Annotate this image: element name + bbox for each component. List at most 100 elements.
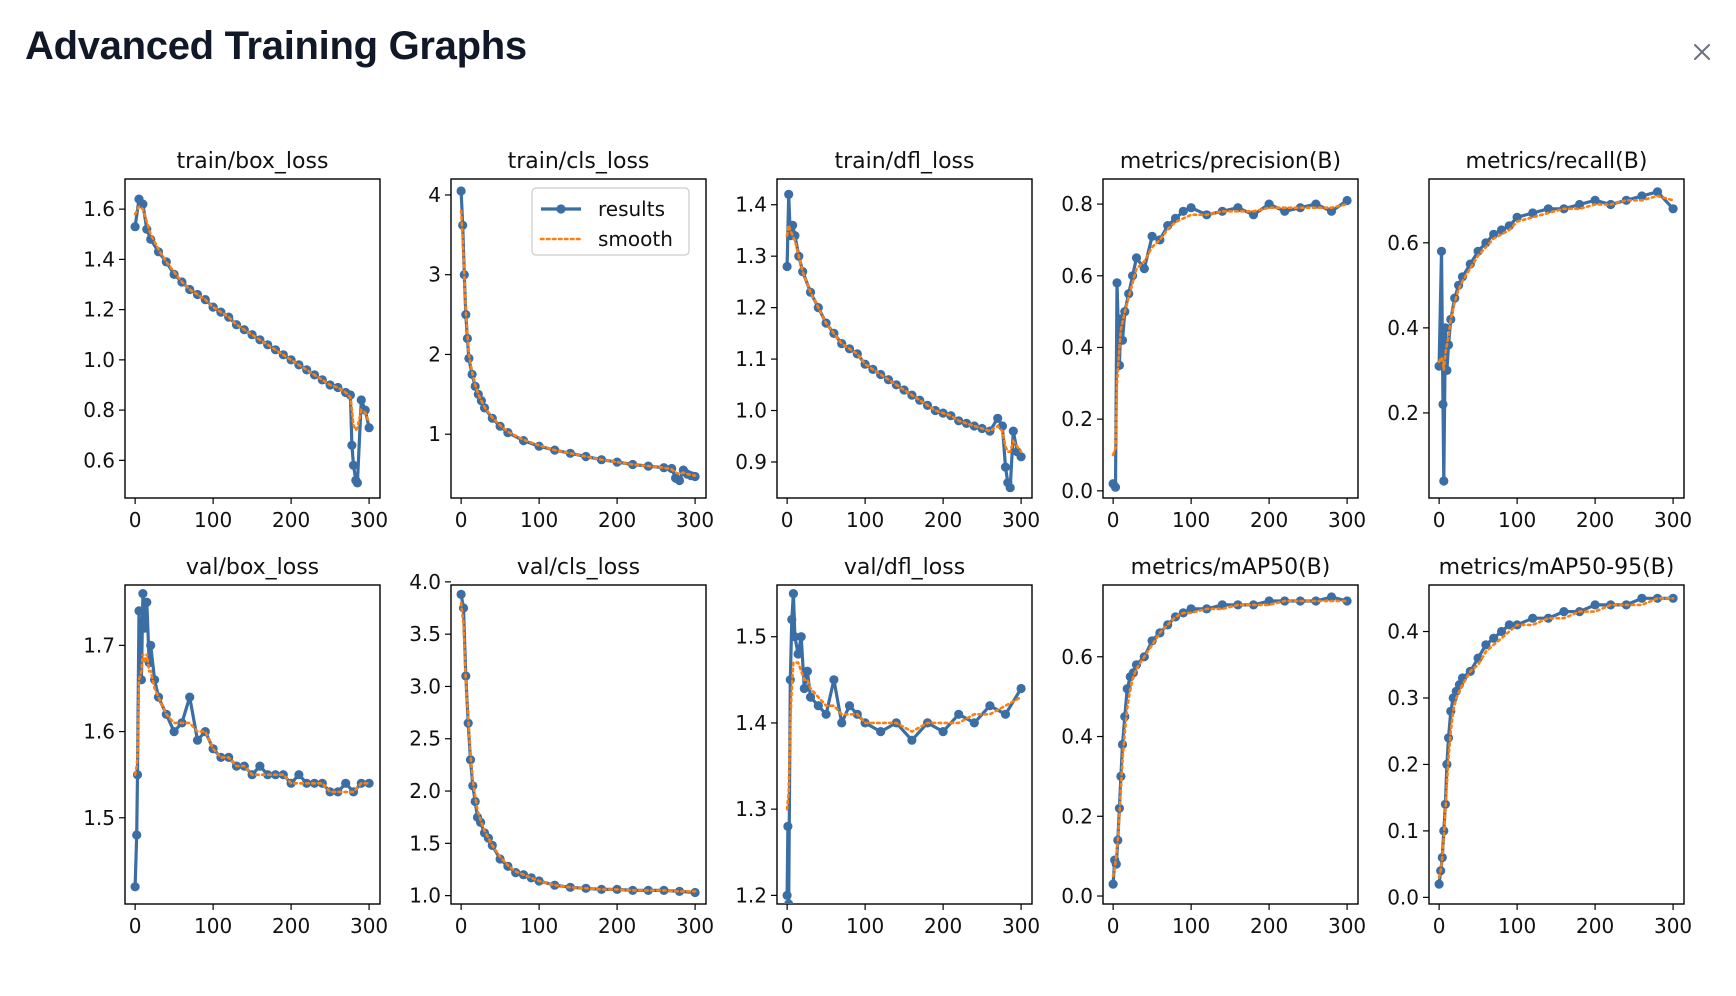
- results-point: [659, 463, 669, 473]
- results-point: [1016, 452, 1026, 462]
- legend-results-label: results: [598, 197, 665, 221]
- results-point: [1489, 633, 1499, 643]
- results-point: [1248, 210, 1259, 220]
- x-tick-label: 200: [1576, 914, 1614, 938]
- results-point: [364, 778, 374, 788]
- results-line: [785, 192, 1023, 490]
- y-tick-label: 0.2: [1061, 804, 1093, 828]
- y-tick-label: 3: [428, 263, 441, 287]
- x-tick-label: 200: [272, 914, 310, 938]
- smooth-line: [133, 204, 371, 433]
- results-point: [1440, 323, 1450, 333]
- results-point: [1652, 187, 1663, 197]
- results-point: [674, 475, 685, 486]
- subplot-title: train/cls_loss: [508, 149, 650, 174]
- results-point: [1473, 246, 1483, 256]
- y-tick-label: 1.5: [83, 806, 115, 830]
- y-tick-label: 1.0: [409, 884, 441, 908]
- x-tick-label: 0: [1433, 914, 1446, 938]
- x-tick-label: 100: [1498, 914, 1536, 938]
- results-point: [1504, 620, 1514, 630]
- axes-frame: [124, 178, 381, 499]
- results-point: [1637, 191, 1647, 201]
- results-point: [1000, 462, 1011, 472]
- results-point: [844, 701, 855, 711]
- results-line: [133, 197, 371, 485]
- y-tick-label: 1.4: [83, 247, 115, 271]
- x-tick-label: 100: [194, 508, 232, 532]
- results-point: [456, 186, 466, 196]
- y-tick-label: 1.6: [83, 720, 115, 744]
- y-tick-label: 0.6: [83, 448, 115, 472]
- results-point: [146, 640, 156, 651]
- smooth-line: [1437, 596, 1675, 879]
- plot-area: [130, 194, 374, 488]
- x-tick-label: 300: [350, 508, 388, 532]
- x-tick-label: 100: [1172, 914, 1210, 938]
- y-tick-label: 3.5: [409, 622, 441, 646]
- subplot: train/box_loss 0 100 200 300 0.6 0.8 1.0 1.2 1.4 1…: [83, 149, 388, 532]
- results-point: [138, 589, 148, 599]
- x-tick-label: 100: [520, 508, 558, 532]
- y-tick-label: 0.6: [1387, 231, 1419, 255]
- y-tick-label: 0.6: [1061, 645, 1093, 669]
- results-point: [938, 727, 948, 737]
- y-tick-label: 0.0: [1387, 885, 1419, 909]
- x-tick-label: 300: [1328, 914, 1366, 938]
- results-point: [876, 727, 886, 737]
- results-point: [138, 199, 148, 209]
- subplot-title: train/box_loss: [177, 149, 329, 174]
- results-point: [1439, 476, 1449, 486]
- y-tick-label: 1.4: [735, 711, 767, 735]
- y-tick-label: 0.2: [1061, 407, 1093, 431]
- x-tick-label: 0: [455, 508, 468, 532]
- x-tick-label: 300: [1654, 914, 1692, 938]
- x-tick-label: 0: [1107, 508, 1120, 532]
- results-point: [192, 735, 203, 745]
- subplot: val/cls_loss 0 100 200 300 1.0 1.5 2.0 2.5 3.0 3.5…: [409, 555, 714, 938]
- y-tick-label: 1.0: [83, 348, 115, 372]
- results-point: [1147, 231, 1157, 241]
- axes-frame: [450, 178, 707, 499]
- subplot-title: metrics/recall(B): [1466, 149, 1648, 174]
- x-tick-label: 200: [598, 508, 636, 532]
- x-tick-label: 300: [1654, 508, 1692, 532]
- results-point: [1280, 206, 1290, 216]
- y-tick-label: 4.0: [409, 570, 441, 594]
- axes-frame: [1428, 584, 1685, 905]
- results-point: [1326, 592, 1337, 602]
- results-point: [1116, 771, 1126, 782]
- results-point: [456, 589, 466, 600]
- y-tick-label: 1: [428, 422, 441, 446]
- plot-area: [1434, 187, 1678, 486]
- x-tick-label: 200: [924, 914, 962, 938]
- subplot: val/box_loss 0 100 200 300 1.5 1.6 1.7: [83, 555, 388, 938]
- results-point: [345, 390, 355, 400]
- y-tick-label: 0.4: [1061, 335, 1093, 359]
- y-tick-label: 2.5: [409, 727, 441, 751]
- results-point: [347, 440, 357, 450]
- results-point: [130, 882, 140, 892]
- plot-area: [130, 589, 374, 892]
- results-point: [1436, 246, 1447, 256]
- results-point: [993, 413, 1003, 423]
- y-tick-label: 0.2: [1387, 752, 1419, 776]
- results-point: [782, 890, 792, 901]
- subplot-title: val/dfl_loss: [844, 555, 965, 580]
- results-line: [133, 591, 370, 887]
- results-point: [1443, 733, 1454, 743]
- x-tick-label: 300: [1002, 914, 1040, 938]
- x-tick-label: 0: [1107, 914, 1120, 938]
- y-tick-label: 1.7: [83, 633, 115, 657]
- close-icon[interactable]: [1688, 38, 1716, 66]
- axes-frame: [776, 584, 1033, 905]
- y-tick-label: 1.3: [735, 797, 767, 821]
- legend-results-marker: [556, 204, 566, 214]
- y-tick-label: 0.8: [1061, 192, 1093, 216]
- subplot: val/dfl_loss 0 100 200 300 1.2 1.3 1.4 1.5: [735, 555, 1040, 938]
- plot-area: [1434, 593, 1678, 889]
- y-tick-label: 0.8: [83, 398, 115, 422]
- axes-frame: [1428, 178, 1685, 499]
- y-tick-label: 0.2: [1387, 401, 1419, 425]
